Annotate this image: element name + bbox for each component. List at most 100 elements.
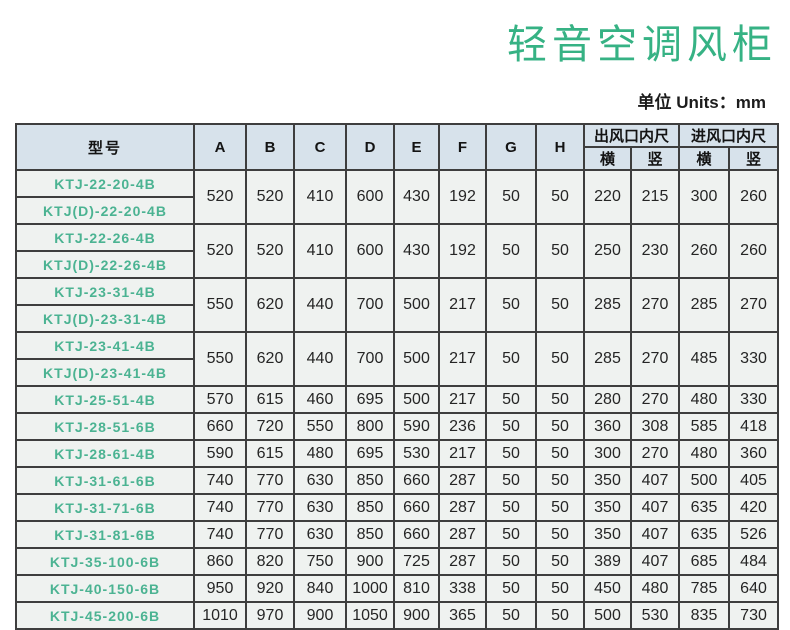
- column-header-g: G: [485, 123, 537, 171]
- model-cell: KTJ-23-31-4B: [15, 277, 195, 306]
- value-cell: 720: [245, 412, 295, 441]
- value-cell: 217: [438, 277, 487, 333]
- value-cell: 260: [728, 223, 780, 279]
- value-cell: 50: [485, 439, 537, 468]
- value-cell: 900: [293, 601, 347, 630]
- table-body: KTJ-22-20-4B 520 520 410 600 430 192 50 50 220 215…: [15, 169, 780, 630]
- value-cell: 850: [345, 520, 395, 549]
- value-cell: 418: [728, 412, 780, 441]
- value-cell: 50: [485, 574, 537, 603]
- value-cell: 192: [438, 169, 487, 225]
- value-cell: 350: [583, 520, 632, 549]
- value-cell: 450: [583, 574, 632, 603]
- value-cell: 620: [245, 277, 295, 333]
- value-cell: 630: [293, 493, 347, 522]
- value-cell: 730: [728, 601, 780, 630]
- value-cell: 635: [678, 493, 731, 522]
- value-cell: 330: [728, 331, 780, 387]
- value-cell: 405: [728, 466, 780, 495]
- value-cell: 287: [438, 547, 487, 576]
- table-row: KTJ-31-61-6B 740 770 630 850 660 287 50 50 350 407…: [15, 466, 780, 495]
- value-cell: 600: [345, 169, 395, 225]
- value-cell: 810: [393, 574, 440, 603]
- value-cell: 287: [438, 520, 487, 549]
- value-cell: 520: [245, 223, 295, 279]
- model-cell: KTJ-31-81-6B: [15, 520, 195, 549]
- value-cell: 740: [193, 493, 247, 522]
- value-cell: 770: [245, 520, 295, 549]
- value-cell: 526: [728, 520, 780, 549]
- model-cell: KTJ-23-41-4B: [15, 331, 195, 360]
- model-cell: KTJ-35-100-6B: [15, 547, 195, 576]
- value-cell: 480: [629, 574, 681, 603]
- value-cell: 480: [293, 439, 347, 468]
- column-group-inlet: 进风口内尺: [678, 123, 780, 148]
- value-cell: 695: [345, 385, 395, 414]
- value-cell: 407: [629, 520, 681, 549]
- value-cell: 50: [535, 412, 585, 441]
- model-cell: KTJ-31-61-6B: [15, 466, 195, 495]
- value-cell: 430: [393, 223, 440, 279]
- value-cell: 285: [678, 277, 731, 333]
- value-cell: 970: [245, 601, 295, 630]
- model-cell: KTJ-40-150-6B: [15, 574, 195, 603]
- column-header-inlet-horizontal: 横: [678, 146, 731, 171]
- page-title: 轻音空调风柜: [507, 23, 777, 67]
- value-cell: 280: [583, 385, 632, 414]
- value-cell: 389: [583, 547, 632, 576]
- column-header-c: C: [293, 123, 347, 171]
- table-header: 型号 A B C D E F G H 出风口内尺 进风口内尺 横 竖 横 竖: [15, 123, 780, 171]
- value-cell: 640: [728, 574, 780, 603]
- table-row: KTJ-28-61-4B 590 615 480 695 530 217 50 50 300 270…: [15, 439, 780, 468]
- value-cell: 550: [293, 412, 347, 441]
- value-cell: 900: [345, 547, 395, 576]
- value-cell: 725: [393, 547, 440, 576]
- value-cell: 660: [193, 412, 247, 441]
- value-cell: 270: [629, 331, 681, 387]
- value-cell: 770: [245, 466, 295, 495]
- spec-table: 型号 A B C D E F G H 出风口内尺 进风口内尺 横 竖 横 竖 K…: [15, 123, 780, 630]
- value-cell: 407: [629, 547, 681, 576]
- table-row: KTJ(D)-22-26-4B: [15, 250, 778, 279]
- value-cell: 484: [728, 547, 780, 576]
- value-cell: 820: [245, 547, 295, 576]
- table-row: KTJ(D)-23-41-4B: [15, 358, 778, 387]
- units-label: 单位 Units：mm: [637, 93, 766, 112]
- value-cell: 590: [193, 439, 247, 468]
- value-cell: 50: [535, 439, 585, 468]
- value-cell: 260: [728, 169, 780, 225]
- value-cell: 50: [535, 547, 585, 576]
- column-header-f: F: [438, 123, 487, 171]
- value-cell: 750: [293, 547, 347, 576]
- value-cell: 590: [393, 412, 440, 441]
- column-header-h: H: [535, 123, 585, 171]
- value-cell: 365: [438, 601, 487, 630]
- value-cell: 407: [629, 493, 681, 522]
- value-cell: 270: [629, 385, 681, 414]
- table-row: KTJ(D)-22-20-4B: [15, 196, 778, 225]
- column-header-inlet-vertical: 竖: [728, 146, 780, 171]
- value-cell: 485: [678, 331, 731, 387]
- column-group-outlet: 出风口内尺: [582, 123, 681, 148]
- value-cell: 287: [438, 493, 487, 522]
- value-cell: 50: [485, 493, 537, 522]
- value-cell: 440: [293, 331, 347, 387]
- value-cell: 217: [438, 385, 487, 414]
- value-cell: 430: [393, 169, 440, 225]
- value-cell: 1010: [193, 601, 247, 630]
- value-cell: 50: [485, 385, 537, 414]
- table-row: KTJ(D)-23-31-4B: [15, 304, 778, 333]
- value-cell: 500: [393, 277, 440, 333]
- value-cell: 50: [485, 412, 537, 441]
- value-cell: 850: [345, 493, 395, 522]
- value-cell: 615: [245, 439, 295, 468]
- value-cell: 520: [193, 223, 247, 279]
- value-cell: 520: [245, 169, 295, 225]
- table-row: KTJ-22-26-4B 520 520 410 600 430 192 50 50 250 230…: [15, 223, 780, 279]
- value-cell: 287: [438, 466, 487, 495]
- table-row: KTJ-31-71-6B 740 770 630 850 660 287 50 50 350 407…: [15, 493, 780, 522]
- value-cell: 50: [485, 223, 537, 279]
- value-cell: 630: [293, 520, 347, 549]
- column-header-e: E: [393, 123, 440, 171]
- column-header-d: D: [345, 123, 395, 171]
